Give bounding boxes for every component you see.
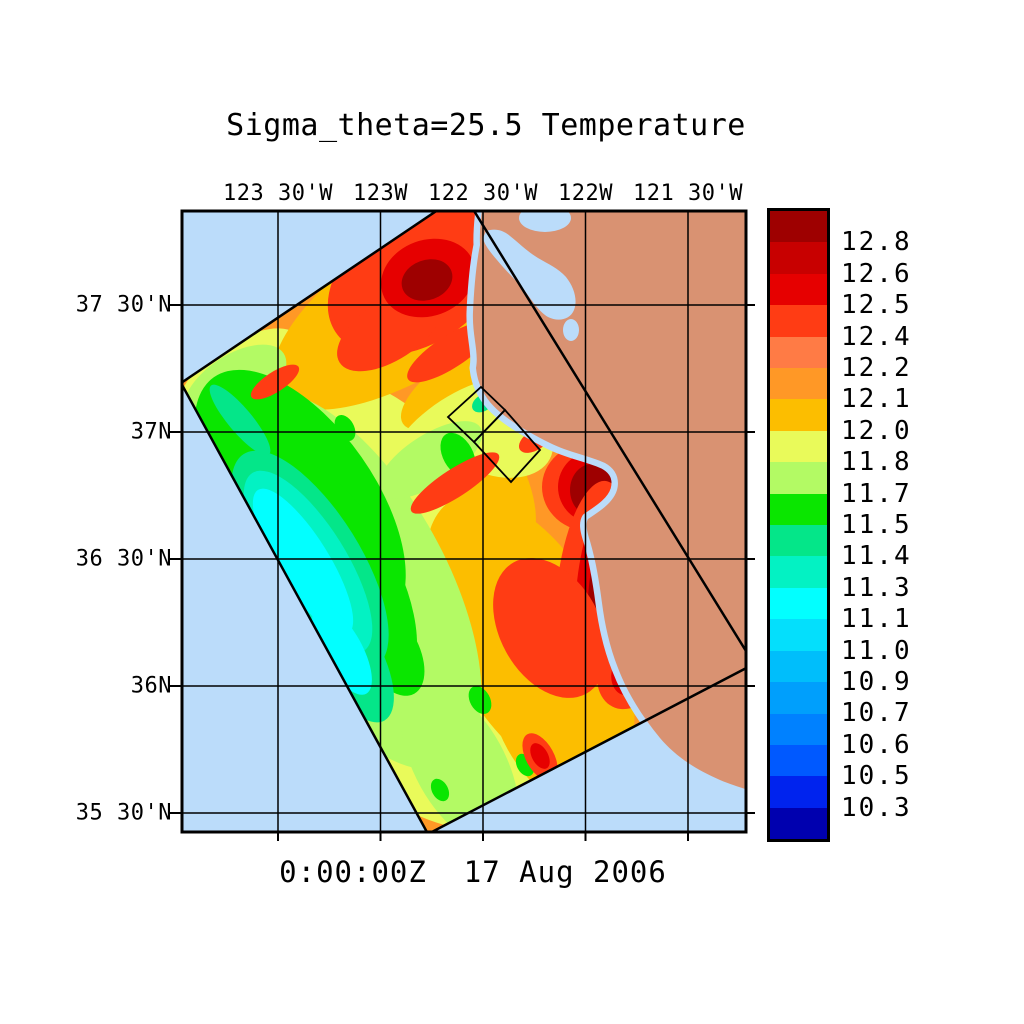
colorbar-segment <box>770 713 827 745</box>
swath-outline <box>182 211 746 832</box>
page-title: Sigma_theta=25.5 Temperature <box>226 108 746 143</box>
colorbar-segment <box>770 462 827 494</box>
left-axis-label: 36N <box>130 673 172 699</box>
top-axis-label: 123W <box>353 181 408 206</box>
colorbar-tick-label: 11.3 <box>841 572 912 603</box>
colorbar-tick-label: 10.9 <box>841 667 912 697</box>
colorbar-tick-label: 10.6 <box>841 729 912 760</box>
left-axis-label: 36 30'N <box>75 546 172 572</box>
colorbar-segment <box>770 368 827 400</box>
map-frame <box>180 209 748 834</box>
colorbar <box>767 208 830 842</box>
colorbar-segment <box>770 744 827 777</box>
colorbar-tick-label: 10.3 <box>841 792 912 823</box>
land-mass <box>466 211 746 796</box>
colorbar-tick-label: 12.2 <box>841 353 912 383</box>
colorbar-tick-label: 10.5 <box>841 761 912 792</box>
timestamp-label: 0:00:00Z 17 Aug 2006 <box>279 855 667 889</box>
south-bay-water <box>563 319 579 341</box>
subregion-box-2 <box>472 408 542 484</box>
colorbar-segment <box>770 211 827 243</box>
top-axis-label: 122 30'W <box>428 181 538 206</box>
left-axis-label: 37N <box>130 419 172 445</box>
colorbar-segment <box>770 776 827 808</box>
colorbar-tick-label: 11.4 <box>841 541 912 572</box>
colorbar-segment <box>770 273 827 306</box>
left-axis-label: 35 30'N <box>75 800 172 826</box>
top-axis-label: 123 30'W <box>223 181 333 206</box>
top-axis-label: 121 30'W <box>633 181 743 206</box>
colorbar-segment <box>770 242 827 274</box>
colorbar-segment <box>770 399 827 431</box>
colorbar-tick-label: 12.5 <box>841 290 912 321</box>
grid-lines <box>182 211 746 832</box>
sf-bay-water <box>483 229 576 320</box>
san-pablo-bay-water <box>519 211 571 232</box>
top-axis-label: 122W <box>558 181 613 206</box>
colorbar-tick-label: 11.1 <box>841 604 912 635</box>
colorbar-tick-label: 11.8 <box>841 447 912 478</box>
colorbar-segment <box>770 619 827 651</box>
colorbar-segment <box>770 682 827 714</box>
colorbar-tick-label: 12.8 <box>841 227 912 258</box>
colorbar-segment <box>770 650 827 683</box>
colorbar-tick-label: 11.7 <box>841 478 912 509</box>
colorbar-segment <box>770 493 827 526</box>
colorbar-segment <box>770 305 827 337</box>
colorbar-tick-label: 10.7 <box>841 698 912 729</box>
left-axis-label: 37 30'N <box>75 292 172 318</box>
colorbar-segment <box>770 336 827 369</box>
colorbar-segment <box>770 587 827 620</box>
colorbar-tick-label: 11.5 <box>841 510 912 540</box>
colorbar-segment <box>770 556 827 588</box>
colorbar-tick-label: 11.0 <box>841 635 912 666</box>
colorbar-segment <box>770 807 827 840</box>
colorbar-tick-label: 12.4 <box>841 321 912 352</box>
colorbar-segment <box>770 525 827 557</box>
colorbar-tick-label: 12.6 <box>841 258 912 289</box>
colorbar-segment <box>770 430 827 463</box>
colorbar-tick-label: 12.1 <box>841 384 912 415</box>
colorbar-tick-label: 12.0 <box>841 415 912 446</box>
